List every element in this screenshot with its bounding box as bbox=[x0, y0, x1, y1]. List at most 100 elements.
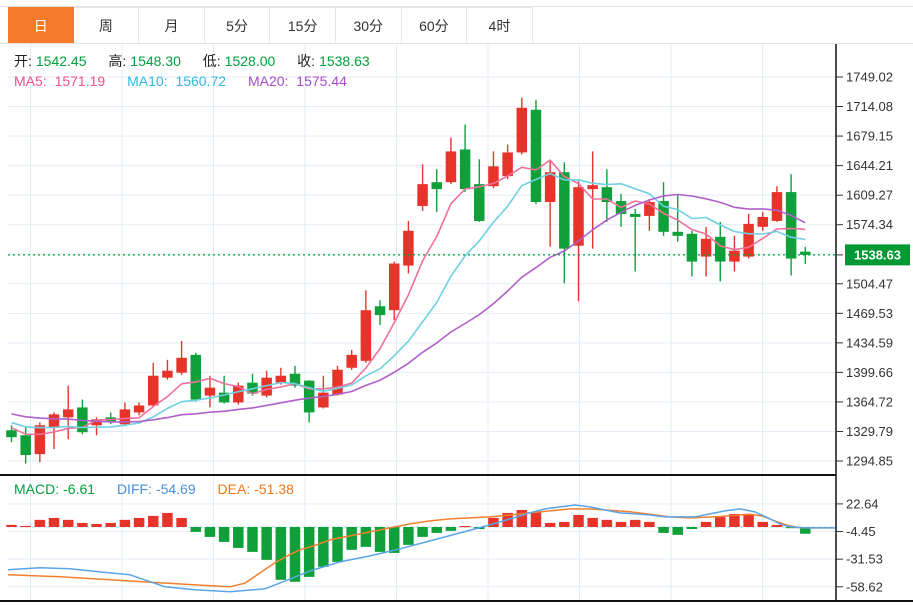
candle-body bbox=[700, 238, 712, 257]
macd-histogram-bar bbox=[431, 527, 442, 533]
price-tick-label: 1434.59 bbox=[846, 335, 893, 350]
dea-value: -51.38 bbox=[254, 481, 294, 497]
tab-month[interactable]: 月 bbox=[139, 7, 205, 43]
macd-histogram-bar bbox=[729, 513, 740, 527]
candle-body bbox=[686, 233, 698, 262]
candle-body bbox=[601, 187, 613, 202]
candle-body bbox=[743, 223, 754, 257]
macd-histogram-bar bbox=[573, 514, 584, 527]
macd-histogram-bar bbox=[615, 521, 627, 527]
price-tick-label: 1294.85 bbox=[846, 454, 893, 469]
macd-histogram-bar bbox=[374, 527, 386, 552]
tabbar-bottom-border bbox=[0, 43, 913, 44]
price-tick-label: 1609.27 bbox=[846, 188, 893, 203]
macd-histogram-bar bbox=[757, 521, 769, 527]
macd-histogram-bar bbox=[587, 517, 598, 527]
high-value: 1548.30 bbox=[130, 53, 181, 69]
macd-histogram-bar bbox=[743, 513, 754, 527]
macd-header: MACD: -6.61 DIFF: -54.69 DEA: -51.38 bbox=[14, 481, 312, 497]
macd-histogram-bar bbox=[403, 527, 414, 545]
candle-body bbox=[459, 149, 471, 190]
macd-histogram-bar bbox=[119, 519, 131, 527]
price-tick-label: 1329.79 bbox=[846, 424, 893, 439]
macd-histogram-bar bbox=[6, 524, 17, 527]
candle-body bbox=[474, 184, 485, 221]
candle-body bbox=[218, 392, 230, 403]
macd-histogram-bar bbox=[62, 519, 74, 527]
macd-tick-label: -58.62 bbox=[846, 579, 883, 594]
tab-day[interactable]: 日 bbox=[8, 7, 74, 43]
macd-histogram-bar bbox=[530, 511, 542, 527]
candle-body bbox=[91, 419, 102, 426]
macd-histogram-bar bbox=[176, 517, 187, 527]
macd-label: MACD: bbox=[14, 481, 60, 497]
macd-histogram-bar bbox=[204, 527, 216, 537]
tab-60min[interactable]: 60分 bbox=[401, 7, 468, 43]
candle-body bbox=[133, 405, 145, 413]
macd-tick-label: -31.53 bbox=[846, 552, 883, 567]
candle-body bbox=[176, 357, 187, 373]
timeframe-tabbar: 日 周 月 5分 15分 30分 60分 4时 bbox=[8, 7, 533, 43]
ma-header: MA5: 1571.19 MA10: 1560.72 MA20: 1575.44 bbox=[14, 73, 365, 89]
candle-body bbox=[275, 375, 287, 383]
candle-body bbox=[757, 216, 769, 227]
macd-histogram-bar bbox=[445, 527, 457, 531]
macd-tick-label: 22.64 bbox=[846, 496, 879, 511]
candle-body bbox=[62, 409, 74, 418]
macd-histogram-bar bbox=[133, 517, 145, 527]
ma10-line bbox=[11, 172, 806, 429]
close-value: 1538.63 bbox=[319, 53, 370, 69]
price-tick-label: 1574.34 bbox=[846, 217, 893, 232]
tab-4hour[interactable]: 4时 bbox=[467, 7, 533, 43]
macd-histogram-bar bbox=[190, 527, 202, 532]
tab-5min[interactable]: 5分 bbox=[204, 7, 271, 43]
tab-15min[interactable]: 15分 bbox=[270, 7, 336, 43]
macd-histogram-bar bbox=[20, 525, 31, 528]
diff-label: DIFF: bbox=[116, 481, 152, 497]
price-tick-label: 1364.72 bbox=[846, 394, 893, 409]
tab-30min[interactable]: 30分 bbox=[335, 7, 402, 43]
diff-line bbox=[7, 504, 835, 593]
candle-body bbox=[729, 250, 740, 262]
open-label: 开: bbox=[14, 53, 32, 69]
last-price-box-label: 1538.63 bbox=[854, 247, 901, 262]
macd-histogram-bar bbox=[700, 521, 712, 527]
price-tick-label: 1679.15 bbox=[846, 129, 893, 144]
macd-histogram-bar bbox=[247, 527, 258, 552]
candle-body bbox=[530, 109, 542, 202]
macd-histogram-bar bbox=[303, 527, 315, 577]
macd-histogram-bar bbox=[715, 516, 726, 527]
candle-body bbox=[190, 354, 202, 400]
candle-body bbox=[544, 172, 556, 202]
candle-body bbox=[233, 385, 244, 403]
macd-histogram-bar bbox=[148, 515, 159, 527]
high-label: 高: bbox=[108, 53, 127, 69]
candle-body bbox=[261, 377, 272, 396]
macd-histogram-bar bbox=[275, 527, 287, 580]
macd-histogram-bar bbox=[601, 519, 613, 527]
macd-tick-label: -4.45 bbox=[846, 524, 876, 539]
candle-body bbox=[388, 263, 400, 311]
macd-histogram-bar bbox=[459, 525, 471, 528]
price-tick-label: 1644.21 bbox=[846, 158, 893, 173]
top-border bbox=[0, 6, 913, 7]
candle-body bbox=[162, 370, 173, 378]
candle-body bbox=[34, 425, 46, 455]
candle-body bbox=[148, 375, 159, 406]
candle-body bbox=[431, 182, 442, 190]
candle-body bbox=[488, 166, 499, 187]
candle-body bbox=[346, 354, 357, 368]
candle-body bbox=[771, 192, 783, 221]
candle-body bbox=[20, 435, 31, 456]
macd-histogram-bar bbox=[559, 521, 570, 527]
open-value: 1542.45 bbox=[35, 53, 87, 69]
candle-body bbox=[559, 172, 570, 249]
low-value: 1528.00 bbox=[224, 53, 276, 69]
price-tick-label: 1469.53 bbox=[846, 306, 893, 321]
dea-label: DEA: bbox=[217, 481, 251, 497]
tab-week[interactable]: 周 bbox=[73, 7, 140, 43]
close-label: 收: bbox=[297, 53, 316, 69]
candle-body bbox=[403, 230, 414, 266]
